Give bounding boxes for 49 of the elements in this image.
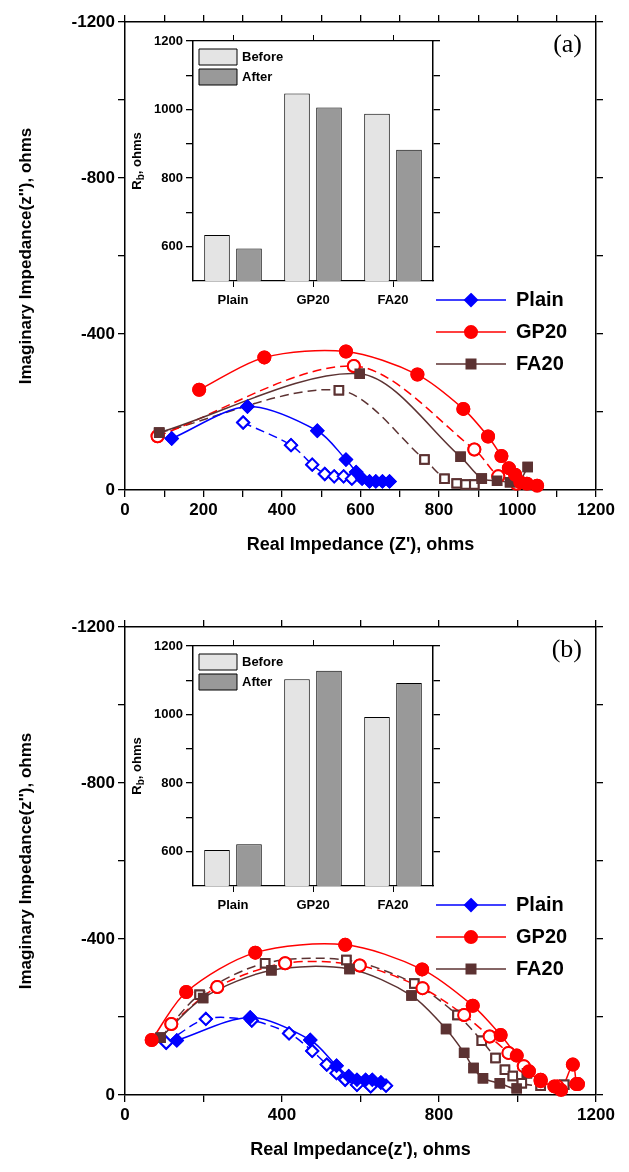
y-axis-title: Imaginary Impedance(z''), ohms — [15, 127, 35, 385]
legend-label: After — [242, 673, 273, 689]
y-tick-label: 1200 — [154, 637, 183, 653]
x-tick-label: 0 — [120, 499, 130, 519]
y-tick-label: 800 — [161, 774, 183, 790]
y-tick-label: 0 — [105, 479, 115, 499]
x-tick-label: GP20 — [296, 897, 330, 913]
legend-label: FA20 — [516, 956, 564, 979]
x-tick-label: 400 — [267, 1104, 297, 1124]
y-axis-title: Imaginary Impedance(z''), ohms — [15, 732, 35, 990]
y-axis-title: Rb, ohms — [128, 132, 146, 190]
legend-label: After — [242, 68, 273, 84]
x-tick-label: FA20 — [377, 292, 409, 308]
y-tick-label: 1000 — [154, 101, 183, 117]
y-tick-label: -1200 — [71, 11, 115, 31]
y-tick-label: 600 — [161, 238, 183, 254]
x-tick-label: 0 — [120, 1104, 130, 1124]
x-tick-label: 600 — [346, 499, 375, 519]
x-tick-label: 200 — [189, 499, 218, 519]
y-tick-label: -800 — [80, 167, 115, 187]
legend-label: GP20 — [516, 924, 568, 947]
y-tick-label: 1000 — [154, 706, 183, 722]
y-tick-label: -800 — [80, 772, 115, 792]
x-axis-title: Real Impedance(z'), ohms — [250, 1139, 471, 1160]
y-tick-label: 0 — [105, 1084, 115, 1104]
y-tick-label: -400 — [80, 928, 115, 948]
x-tick-label: 1200 — [577, 499, 615, 519]
y-tick-label: 1200 — [154, 32, 183, 48]
annotation: (b) — [551, 633, 582, 663]
annotation: (a) — [553, 28, 582, 58]
x-tick-label: 800 — [424, 499, 454, 519]
y-tick-label: -400 — [80, 323, 115, 343]
x-tick-label: 1200 — [577, 1104, 615, 1124]
x-tick-label: 1000 — [498, 499, 537, 519]
x-tick-label: Plain — [217, 897, 249, 913]
y-tick-label: 800 — [161, 169, 183, 185]
x-tick-label: FA20 — [377, 897, 409, 913]
x-tick-label: Plain — [217, 292, 249, 308]
y-tick-label: 600 — [161, 843, 183, 859]
x-tick-label: GP20 — [296, 292, 330, 308]
legend-label: Before — [242, 48, 284, 64]
legend-label: Before — [242, 653, 284, 669]
x-tick-label: 800 — [424, 1104, 454, 1124]
legend-label: GP20 — [516, 319, 568, 342]
y-tick-label: -1200 — [71, 616, 115, 636]
y-axis-title: Rb, ohms — [128, 737, 146, 795]
legend-label: FA20 — [516, 351, 564, 374]
x-tick-label: 400 — [267, 499, 297, 519]
x-axis-title: Real Impedance (Z'), ohms — [246, 534, 475, 555]
